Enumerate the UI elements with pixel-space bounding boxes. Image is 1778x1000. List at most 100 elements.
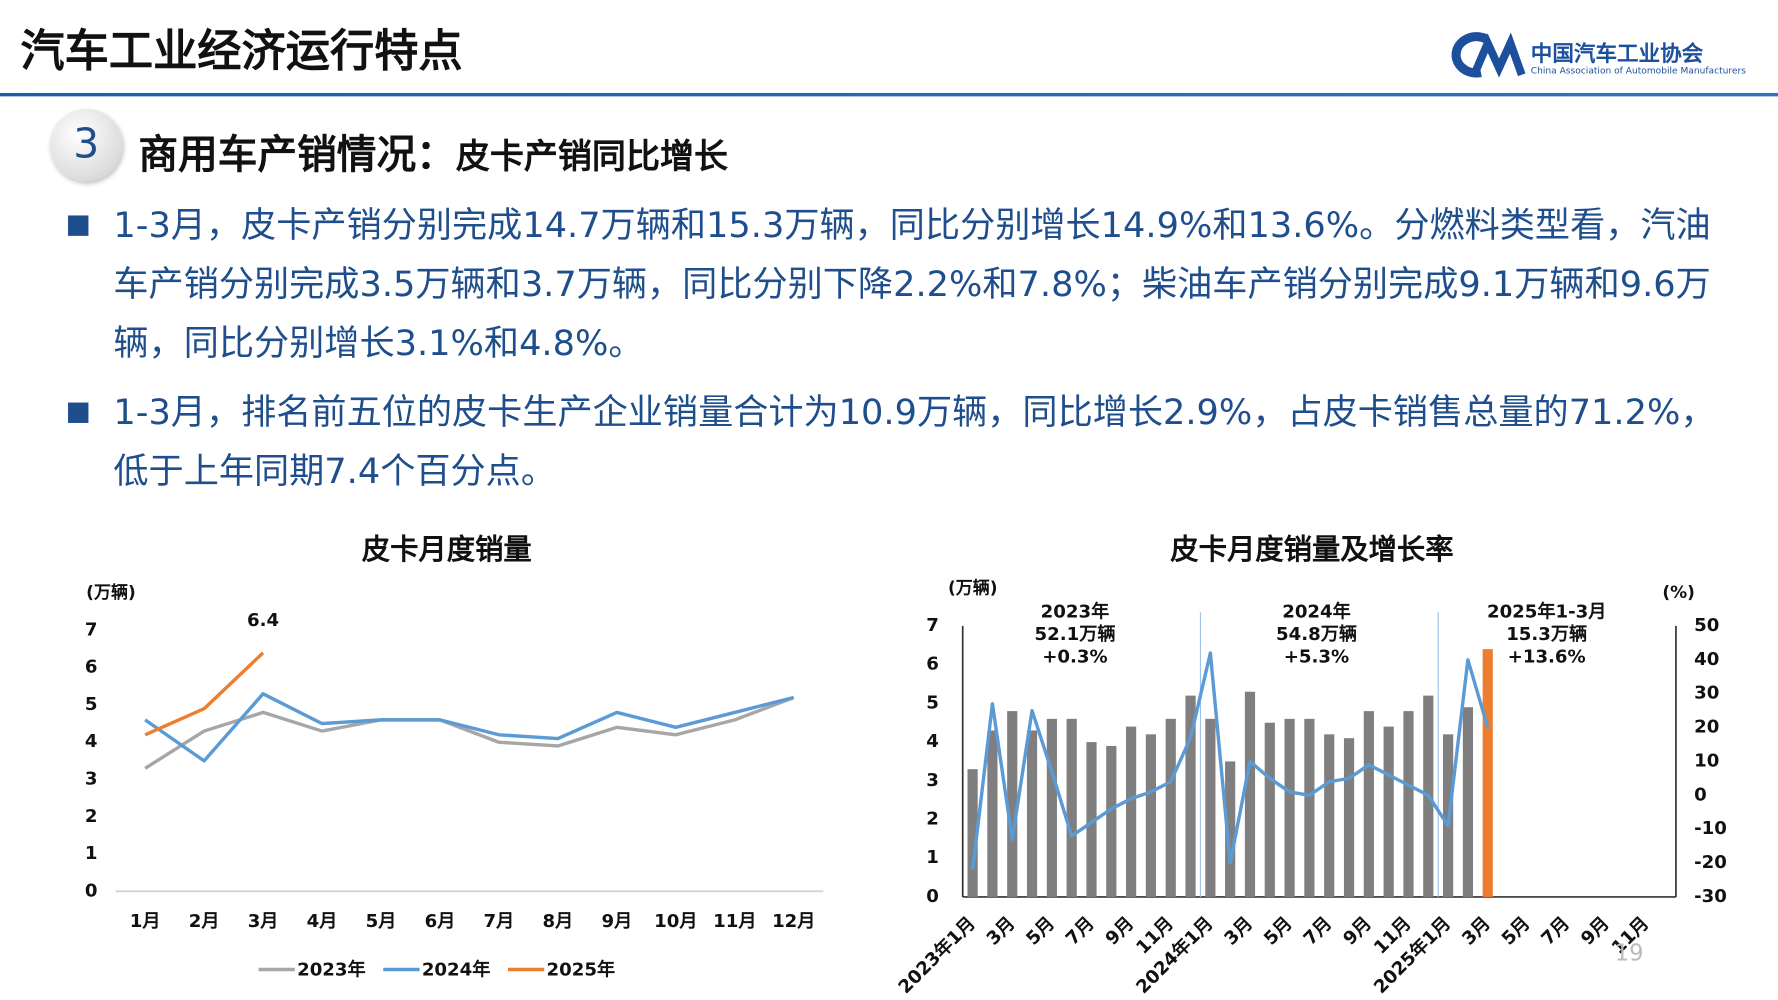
section-title: 商用车产销情况：	[138, 132, 456, 179]
annotation: 52.1万辆	[1034, 623, 1115, 645]
annotation: +5.3%	[1284, 647, 1349, 668]
bar	[1007, 711, 1018, 897]
bar	[1046, 718, 1057, 897]
line	[144, 651, 265, 737]
x-tick-label: 8月	[543, 911, 574, 932]
x-tick-label: 5月	[1260, 913, 1297, 950]
section-heading: 商用车产销情况：皮卡产销同比增长	[138, 122, 728, 180]
bar	[987, 730, 998, 897]
bar	[1026, 730, 1038, 897]
bar	[1244, 691, 1256, 897]
bar	[967, 769, 978, 897]
x-tick-label: 7月	[1300, 913, 1337, 950]
bar	[1205, 718, 1216, 897]
y2-tick-label: 0	[1694, 784, 1707, 805]
y-tick-label: 3	[85, 768, 98, 789]
y-tick-label: 4	[926, 731, 939, 752]
annotation: +0.3%	[1042, 647, 1107, 668]
bar	[1343, 738, 1355, 897]
y-tick-label: 7	[926, 615, 939, 636]
x-tick-label: 11月	[713, 911, 756, 932]
x-tick-label: 5月	[1022, 913, 1059, 950]
page-number: 19	[1614, 938, 1644, 967]
bar	[1066, 718, 1077, 897]
section-subtitle: 皮卡产销同比增长	[455, 137, 729, 177]
x-tick-label: 9月	[601, 911, 632, 932]
y-axis-label: (万辆)	[948, 578, 998, 599]
x-tick-label: 10月	[654, 911, 697, 932]
y-axis-label: (万辆)	[86, 582, 136, 603]
x-tick-label: 5月	[1498, 913, 1535, 950]
x-tick-label: 7月	[484, 911, 515, 932]
bar	[1304, 718, 1315, 897]
bar	[1324, 734, 1335, 897]
annotation: 54.8万辆	[1276, 623, 1357, 645]
data-label: 6.4	[247, 610, 279, 631]
y2-tick-label: 10	[1694, 750, 1719, 771]
y2-tick-label: -20	[1694, 852, 1727, 873]
y2-tick-label: -30	[1694, 886, 1727, 907]
legend-label: 2024年	[422, 959, 491, 981]
y-tick-label: 2	[926, 809, 939, 830]
header-rule	[0, 92, 1778, 97]
x-tick-label: 3月	[248, 911, 279, 932]
y-tick-label: 6	[85, 657, 98, 678]
y-tick-label: 1	[926, 847, 939, 868]
bullet-text: 1-3月，排名前五位的皮卡生产企业销量合计为10.9万辆，同比增长2.9%，占皮…	[113, 392, 1716, 493]
bar	[1086, 742, 1097, 897]
x-tick-label: 4月	[307, 911, 338, 932]
logo-name: 中国汽车工业协会	[1530, 41, 1704, 67]
chart-title: 皮卡月度销量	[362, 533, 532, 566]
y-tick-label: 2	[85, 806, 98, 827]
y-tick-label: 0	[85, 880, 98, 901]
bar	[1126, 726, 1137, 897]
y-tick-label: 4	[85, 731, 98, 752]
y-tick-label: 1	[85, 843, 98, 864]
y2-tick-label: 30	[1694, 683, 1719, 704]
y-tick-label: 5	[85, 694, 98, 715]
section-number: 3	[49, 108, 123, 182]
x-tick-label: 12月	[772, 911, 815, 932]
bar	[1106, 745, 1117, 897]
x-tick-label: 3月	[1458, 913, 1495, 950]
bar	[1165, 718, 1176, 897]
bar	[1482, 649, 1493, 897]
bar	[1403, 711, 1414, 897]
rate-line	[970, 651, 1490, 871]
line	[144, 695, 795, 770]
bar	[1145, 734, 1157, 897]
bar	[1225, 761, 1236, 897]
bullet-marker	[68, 215, 89, 236]
y2-tick-label: 20	[1694, 717, 1719, 738]
y2-tick-label: -10	[1694, 818, 1727, 839]
annotation: 15.3万辆	[1506, 623, 1587, 645]
y-tick-label: 3	[926, 770, 939, 791]
x-tick-label: 1月	[130, 911, 161, 932]
bar	[1264, 722, 1275, 897]
bullet-text: 1-3月，皮卡产销分别完成14.7万辆和15.3万辆，同比分别增长14.9%和1…	[113, 205, 1711, 364]
bullet-marker	[68, 402, 89, 423]
y-tick-label: 5	[926, 692, 939, 713]
bar	[1185, 695, 1196, 897]
logo-english: China Association of Automobile Manufact…	[1530, 65, 1746, 76]
bar	[1284, 718, 1295, 897]
x-tick-label: 7月	[1537, 913, 1574, 950]
x-tick-label: 2月	[189, 911, 220, 932]
bar	[1383, 726, 1394, 897]
y2-tick-label: 50	[1694, 615, 1719, 636]
chart-title: 皮卡月度销量及增长率	[1170, 533, 1453, 566]
bar	[1462, 707, 1474, 897]
x-tick-label: 6月	[425, 911, 456, 932]
legend-label: 2023年	[297, 959, 366, 981]
y2-axis-label: (%)	[1662, 583, 1695, 603]
annotation: 2023年	[1041, 600, 1110, 622]
y-tick-label: 0	[926, 886, 939, 907]
x-tick-label: 5月	[366, 911, 397, 932]
annotation: 2024年	[1282, 600, 1351, 622]
y-tick-label: 6	[926, 654, 939, 675]
slide-title: 汽车工业经济运行特点	[20, 26, 463, 78]
y-tick-label: 7	[85, 619, 98, 640]
y2-tick-label: 40	[1694, 649, 1719, 670]
